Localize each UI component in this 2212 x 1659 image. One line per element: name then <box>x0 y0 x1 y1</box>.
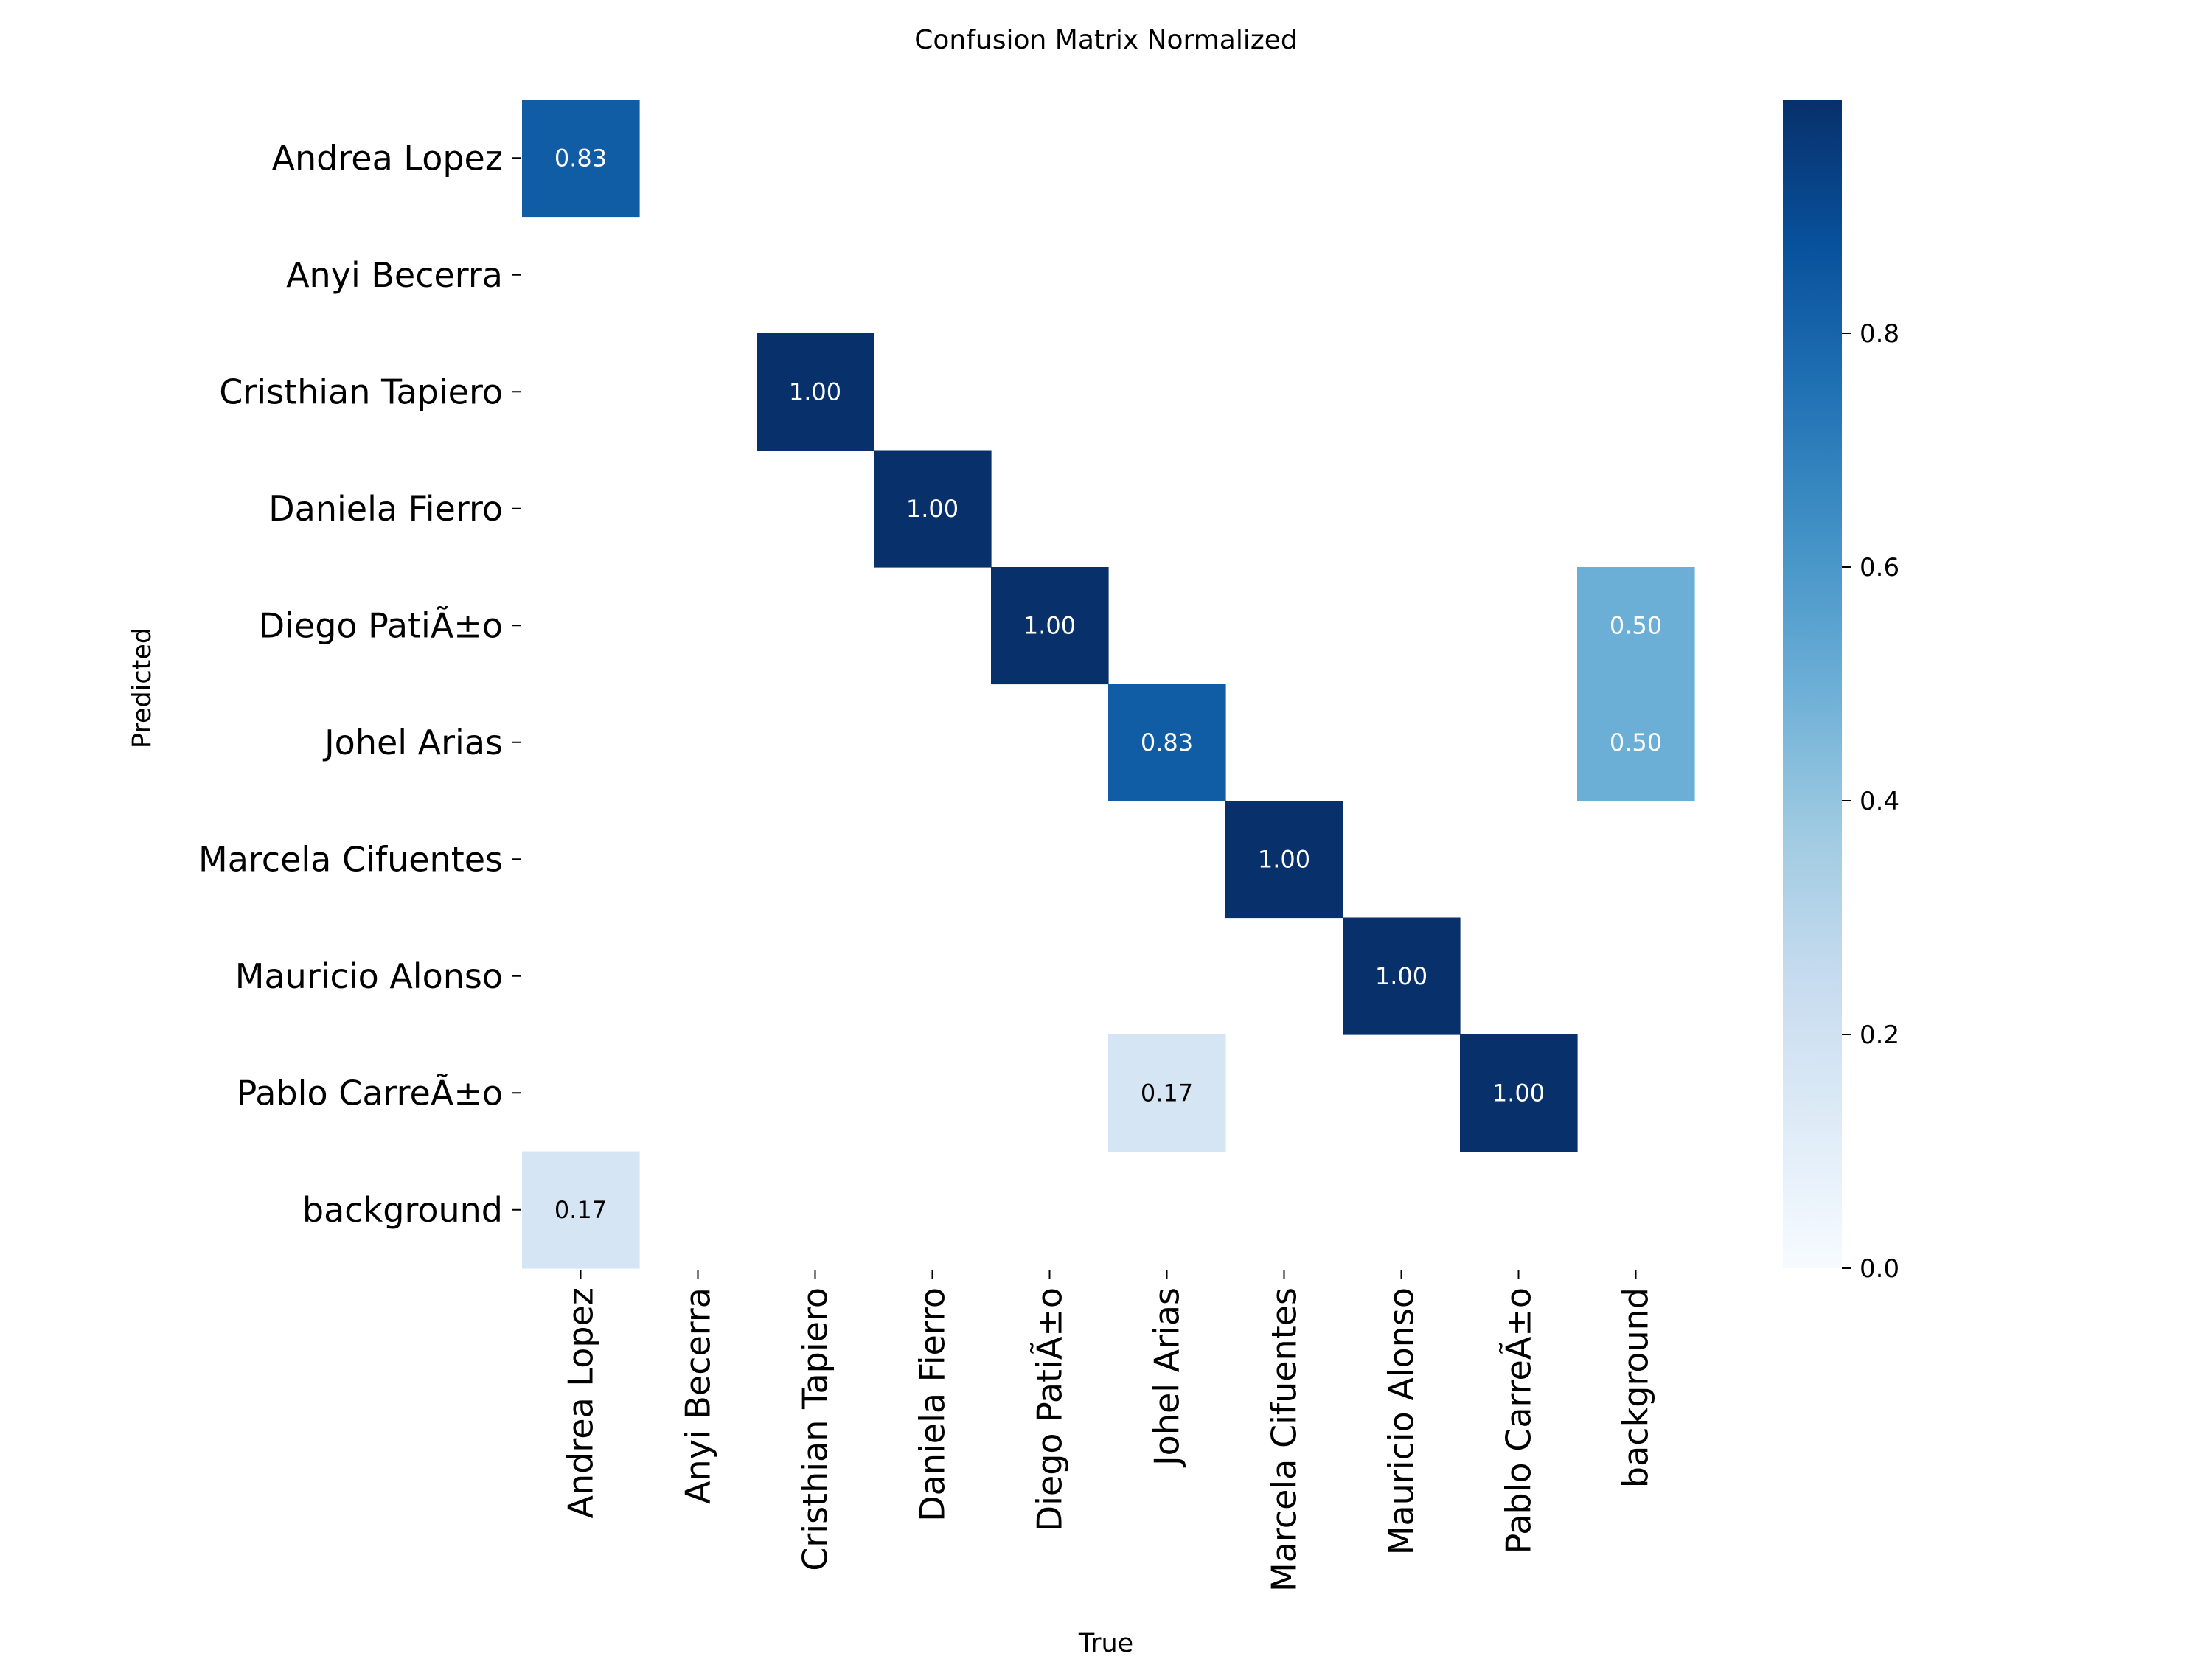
y-tick-label: Diego PatiÃ±o <box>259 605 503 645</box>
x-axis-label: True <box>1078 1629 1133 1658</box>
colorbar-tick-label: 0.6 <box>1860 553 1899 582</box>
cell-annotation: 1.00 <box>1258 845 1310 873</box>
x-tick-label: background <box>1616 1287 1656 1488</box>
heatmap-cell <box>1577 567 1695 685</box>
x-tick-label: Pablo CarreÃ±o <box>1499 1287 1539 1554</box>
x-tick-label: Marcela Cifuentes <box>1265 1287 1304 1592</box>
cell-annotation: 1.00 <box>1492 1079 1545 1107</box>
heatmap-cell <box>1577 684 1695 801</box>
heatmap-cell <box>1460 1034 1578 1152</box>
heatmap-cell <box>757 333 874 451</box>
cell-annotation: 0.83 <box>554 144 607 172</box>
colorbar-tick-label: 0.0 <box>1860 1254 1899 1284</box>
cell-annotations: 0.83 1.00 1.00 1.00 0.50 0.83 0.50 1.00 1.00 0.17… <box>554 144 1662 1224</box>
x-tick-label: Mauricio Alonso <box>1382 1287 1422 1555</box>
y-tick-label: background <box>302 1190 503 1230</box>
heatmap-cell <box>991 567 1109 685</box>
cell-annotation: 0.17 <box>1141 1079 1193 1107</box>
heatmap-cell <box>1108 684 1226 801</box>
colorbar-tick-label: 0.4 <box>1860 787 1899 816</box>
colorbar-ticks: 0.0 0.2 0.4 0.6 0.8 <box>1842 319 1899 1284</box>
cell-annotation: 1.00 <box>789 378 841 406</box>
cell-annotation: 0.50 <box>1610 728 1662 757</box>
y-tick-label: Mauricio Alonso <box>235 956 503 996</box>
y-tick-label: Marcela Cifuentes <box>198 839 503 879</box>
cell-annotation: 1.00 <box>1375 962 1427 990</box>
y-tick-label: Anyi Becerra <box>286 255 503 295</box>
colorbar-tick-label: 0.8 <box>1860 319 1899 349</box>
y-tick-label: Cristhian Tapiero <box>219 372 503 411</box>
cell-annotation: 0.83 <box>1141 728 1193 757</box>
x-tick-label: Cristhian Tapiero <box>796 1287 835 1571</box>
colorbar <box>1783 100 1842 1268</box>
heatmap-cell <box>1108 1034 1226 1152</box>
x-tick-label: Anyi Becerra <box>678 1287 718 1504</box>
y-tick-label: Johel Arias <box>322 723 503 762</box>
heatmap-cell <box>522 1151 640 1269</box>
colorbar-tick-label: 0.2 <box>1860 1020 1899 1050</box>
cell-annotation: 0.17 <box>554 1196 607 1224</box>
heatmap-cell <box>522 100 640 218</box>
x-tick-label: Andrea Lopez <box>561 1287 601 1518</box>
x-axis-ticks: Andrea Lopez Anyi Becerra Cristhian Tapier… <box>561 1270 1656 1592</box>
heatmap-cell <box>1225 801 1343 919</box>
cell-annotation: 1.00 <box>1023 611 1076 639</box>
y-tick-label: Pablo CarreÃ±o <box>237 1073 503 1113</box>
y-tick-label: Andrea Lopez <box>272 138 503 178</box>
y-axis-ticks: Andrea Lopez Anyi Becerra Cristhian Tapier… <box>198 138 521 1230</box>
heatmap-cell <box>1343 917 1461 1035</box>
cell-annotation: 0.50 <box>1610 611 1662 639</box>
y-tick-label: Daniela Fierro <box>268 489 503 529</box>
x-tick-label: Johel Arias <box>1147 1287 1187 1468</box>
y-axis-label: Predicted <box>128 627 157 748</box>
cell-annotation: 1.00 <box>906 495 959 523</box>
x-tick-label: Diego PatiÃ±o <box>1030 1287 1070 1531</box>
x-tick-label: Daniela Fierro <box>913 1287 953 1522</box>
chart-title: Confusion Matrix Normalized <box>914 25 1297 55</box>
heatmap-cells <box>522 100 1695 1269</box>
heatmap-cell <box>874 450 992 568</box>
